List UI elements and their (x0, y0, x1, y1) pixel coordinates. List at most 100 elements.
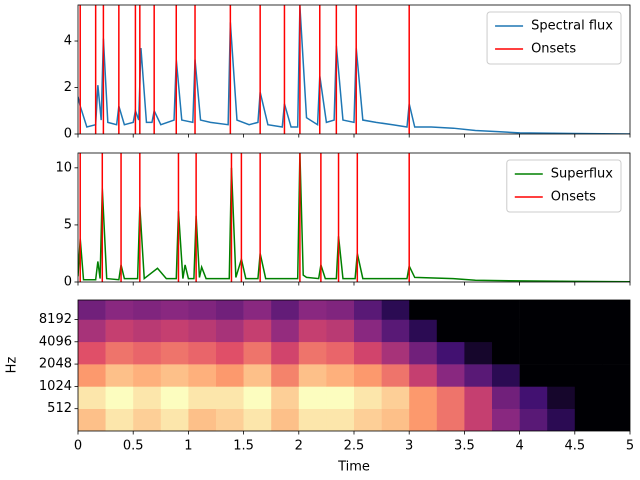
heatmap-cell (105, 300, 134, 320)
heatmap-cell (78, 386, 106, 409)
heatmap-cell (326, 319, 355, 343)
heatmap-cell (464, 319, 493, 343)
x-tick-label: 4 (515, 439, 523, 454)
heatmap-cell (298, 319, 327, 343)
heatmap-cell (547, 364, 576, 387)
heatmap-cell (519, 386, 548, 409)
heatmap-cell (216, 386, 244, 409)
heatmap-cell (105, 408, 134, 431)
heatmap-cell (519, 341, 548, 365)
heatmap-cell (298, 386, 327, 409)
heatmap-cell (298, 300, 327, 320)
x-tick-label: 2 (295, 439, 303, 454)
y-tick-label: 4096 (39, 334, 72, 349)
heatmap-cell (547, 341, 576, 365)
heatmap-cell (326, 341, 355, 365)
heatmap-cell (464, 300, 493, 320)
y-tick-label: 1024 (39, 379, 72, 394)
heatmap-cell (188, 319, 217, 343)
heatmap-cell (547, 300, 576, 320)
heatmap-cell (574, 300, 603, 320)
heatmap-cell (354, 364, 382, 387)
heatmap-cell (326, 386, 355, 409)
heatmap-cell (160, 364, 189, 387)
heatmap-cell (133, 364, 162, 387)
heatmap-cell (271, 408, 300, 431)
heatmap-cell (105, 341, 134, 365)
heatmap-cell (105, 319, 134, 343)
heatmap-cell (354, 319, 382, 343)
heatmap-cell (381, 386, 410, 409)
heatmap-cell (354, 408, 382, 431)
heatmap-cell (216, 300, 244, 320)
heatmap-cell (216, 408, 244, 431)
legend-label: Onsets (531, 42, 576, 57)
heatmap-cell (160, 341, 189, 365)
x-tick-label: 5 (626, 439, 634, 454)
heatmap-cell (133, 319, 162, 343)
heatmap-cell (602, 319, 630, 343)
heatmap-cell (133, 300, 162, 320)
heatmap-cell (492, 341, 520, 365)
y-tick-label: 512 (47, 401, 72, 416)
heatmap-cell (188, 364, 217, 387)
heatmap-cell (492, 364, 520, 387)
heatmap-cell (492, 386, 520, 409)
heatmap-cell (602, 364, 630, 387)
heatmap-cell (243, 364, 272, 387)
heatmap-cell (298, 408, 327, 431)
heatmap-cell (574, 319, 603, 343)
heatmap-cell (547, 386, 576, 409)
x-tick-label: 3 (405, 439, 413, 454)
heatmap-cell (271, 341, 300, 365)
heatmap-cell (409, 319, 438, 343)
heatmap-cell (519, 408, 548, 431)
heatmap-cell (409, 408, 438, 431)
heatmap-cell (574, 408, 603, 431)
heatmap-cell (243, 408, 272, 431)
heatmap-cell (271, 300, 300, 320)
heatmap-cell (409, 386, 438, 409)
heatmap-cell (436, 341, 465, 365)
heatmap-cell (602, 386, 630, 409)
y-tick-label: 0 (64, 275, 72, 290)
heatmap-cell (464, 364, 493, 387)
heatmap-cell (409, 341, 438, 365)
heatmap-cell (188, 408, 217, 431)
heatmap-cell (133, 386, 162, 409)
x-tick-label: 3.5 (454, 439, 475, 454)
heatmap-cell (602, 300, 630, 320)
y-axis-label: Hz (5, 357, 20, 374)
y-tick-label: 10 (55, 160, 72, 175)
heatmap-cell (243, 386, 272, 409)
heatmap-cell (381, 319, 410, 343)
heatmap-cell (381, 408, 410, 431)
heatmap-cell (381, 364, 410, 387)
x-tick-label: 1 (184, 439, 192, 454)
legend-label: Spectral flux (531, 19, 613, 34)
heatmap-cell (547, 319, 576, 343)
heatmap-cell (188, 300, 217, 320)
heatmap-cell (381, 341, 410, 365)
legend-box (506, 159, 622, 213)
heatmap-cell (492, 408, 520, 431)
x-axis-label: Time (337, 460, 370, 475)
heatmap-cell (188, 341, 217, 365)
heatmap-cell (547, 408, 576, 431)
y-tick-label: 0 (64, 127, 72, 142)
x-tick-label: 2.5 (344, 439, 365, 454)
x-tick-label: 1.5 (233, 439, 254, 454)
heatmap-cell (78, 300, 106, 320)
heatmap-cell (326, 408, 355, 431)
heatmap-cell (381, 300, 410, 320)
heatmap-cell (105, 364, 134, 387)
heatmap-cell (188, 386, 217, 409)
heatmap-cell (326, 300, 355, 320)
heatmap-cell (160, 386, 189, 409)
heatmap-cell (78, 341, 106, 365)
legend-label: Superflux (551, 167, 614, 182)
heatmap-cell (409, 300, 438, 320)
heatmap-cell (271, 319, 300, 343)
legend-box (486, 11, 622, 65)
